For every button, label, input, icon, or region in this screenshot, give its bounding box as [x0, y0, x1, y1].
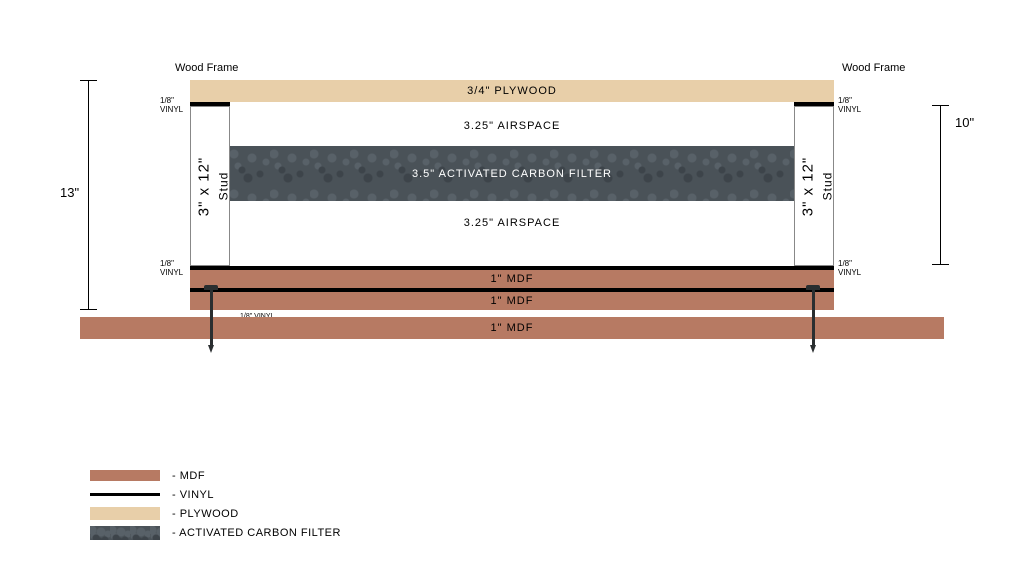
legend-label-plywood: - PLYWOOD: [172, 508, 239, 520]
mdf2-label: 1" MDF: [491, 295, 534, 307]
layer-plywood: 3/4" PLYWOOD: [190, 80, 834, 102]
layer-airspace-bottom: 3.25" AIRSPACE: [230, 201, 794, 245]
right-stud-label: 3" x 12": [800, 156, 817, 216]
right-stud: 3" x 12" Stud: [794, 106, 834, 266]
vinyl-label-mid-right: 1/8" VINYL: [838, 260, 861, 278]
left-stud: 3" x 12" Stud: [190, 106, 230, 266]
vinyl-label-top-left: 1/8" VINYL: [160, 97, 183, 115]
right-stud-sub: Stud: [820, 172, 834, 201]
airspace-top-label: 3.25" AIRSPACE: [464, 120, 561, 132]
dim-left-line: [88, 80, 89, 310]
screw-shaft-icon: [812, 290, 815, 345]
mdf3-label: 1" MDF: [491, 322, 534, 334]
legend: - MDF - VINYL - PLYWOOD - ACTIVATED CARB…: [90, 467, 341, 541]
layer-mdf-1: 1" MDF: [190, 270, 834, 288]
layer-plywood-label: 3/4" PLYWOOD: [467, 85, 557, 97]
layer-airspace-top: 3.25" AIRSPACE: [230, 106, 794, 146]
mdf1-label: 1" MDF: [491, 273, 534, 285]
layer-mdf-2: 1" MDF: [190, 292, 834, 310]
screw-tip-icon: [810, 345, 816, 353]
legend-swatch-vinyl: [90, 493, 160, 496]
vinyl-label-mid-left: 1/8" VINYL: [160, 260, 183, 278]
screw-right: [806, 285, 820, 353]
left-stud-sub: Stud: [216, 172, 230, 201]
legend-row-vinyl: - VINYL: [90, 486, 341, 503]
screw-left: [204, 285, 218, 353]
carbon-filter-label: 3.5" ACTIVATED CARBON FILTER: [412, 168, 612, 180]
legend-swatch-plywood: [90, 507, 160, 520]
legend-label-mdf: - MDF: [172, 470, 205, 482]
legend-label-vinyl: - VINYL: [172, 489, 214, 501]
vinyl-label-top-right: 1/8" VINYL: [838, 97, 861, 115]
cross-section-diagram: 3/4" PLYWOOD 1/8" VINYL 1/8" VINYL 3" x …: [110, 55, 914, 370]
legend-row-carbon: - ACTIVATED CARBON FILTER: [90, 524, 341, 541]
legend-label-carbon: - ACTIVATED CARBON FILTER: [172, 527, 341, 539]
legend-row-mdf: - MDF: [90, 467, 341, 484]
dim-right-label: 10": [955, 115, 974, 130]
dim-right-line: [940, 105, 941, 265]
legend-swatch-carbon: [90, 526, 160, 540]
screw-shaft-icon: [210, 290, 213, 345]
legend-swatch-mdf: [90, 470, 160, 481]
airspace-bottom-label: 3.25" AIRSPACE: [464, 217, 561, 229]
left-stud-label: 3" x 12": [196, 156, 213, 216]
screw-tip-icon: [208, 345, 214, 353]
layer-carbon-filter: 3.5" ACTIVATED CARBON FILTER: [230, 146, 794, 201]
dim-left-label: 13": [60, 185, 79, 200]
legend-row-plywood: - PLYWOOD: [90, 505, 341, 522]
